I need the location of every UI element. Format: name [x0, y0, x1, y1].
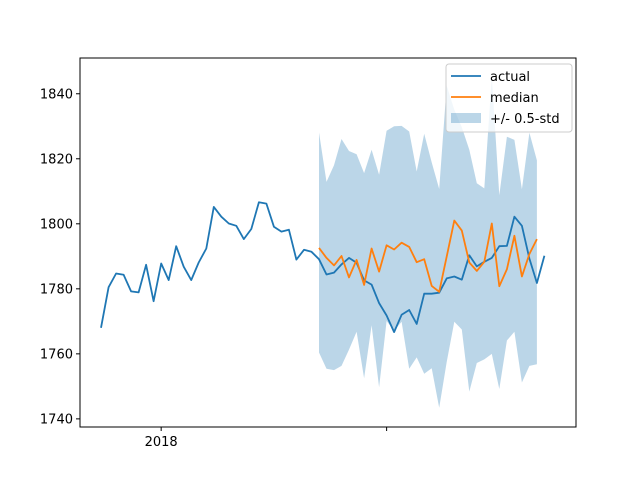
y-tick-label: 1780 [40, 282, 73, 297]
chart-marks [100, 76, 546, 408]
y-axis: 1740 1760 1780 1800 1820 1840 [40, 87, 80, 427]
axes-frame [79, 57, 577, 428]
legend-band-swatch [451, 113, 481, 123]
legend: actual median +/- 0.5-std [445, 63, 573, 133]
series-line-median [318, 219, 538, 293]
y-tick-label: 1760 [40, 347, 73, 362]
legend-band-label: +/- 0.5-std [490, 112, 560, 127]
y-tick-label: 1820 [40, 152, 73, 167]
legend-box [445, 63, 573, 133]
y-tick-label: 1740 [40, 412, 73, 427]
x-tick-label: 2018 [145, 435, 178, 450]
x-axis: 2018 [145, 427, 388, 450]
legend-median-label: median [490, 91, 539, 106]
y-tick-label: 1800 [40, 217, 73, 232]
legend-actual-label: actual [490, 70, 530, 85]
band-area [319, 76, 537, 408]
series-line-actual [100, 201, 546, 333]
y-tick-label: 1840 [40, 87, 73, 102]
